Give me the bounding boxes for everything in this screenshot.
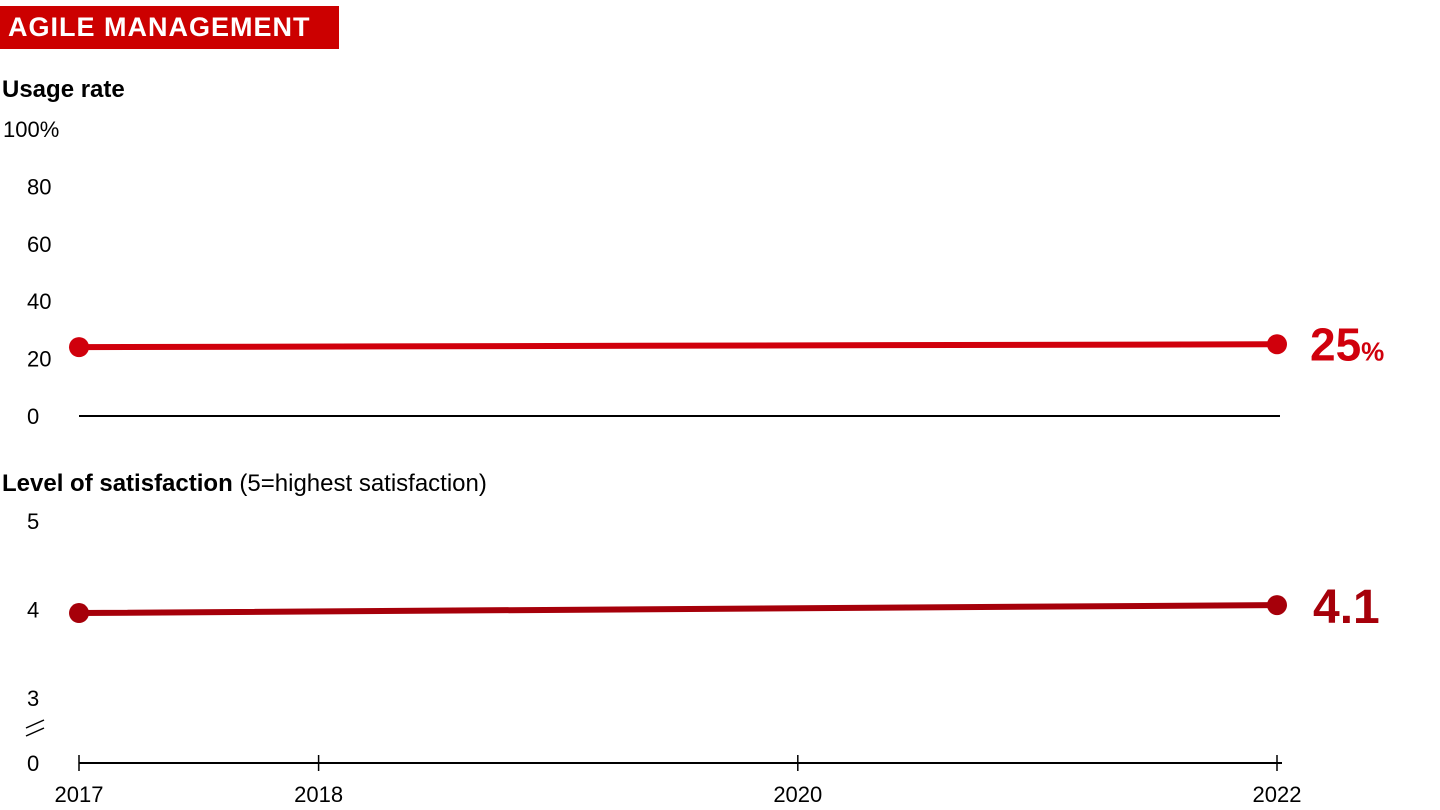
satisfaction-baseline-label: 0 — [27, 751, 39, 776]
usage-point — [1267, 334, 1287, 355]
satisfaction-chart-subtitle: (5=highest satisfaction) — [239, 470, 487, 497]
x-tick-label: 2017 — [55, 782, 104, 807]
x-tick-label: 2020 — [773, 782, 822, 807]
satisfaction-ytick-label: 3 — [27, 686, 39, 711]
usage-ytick-label: 80 — [27, 174, 51, 199]
x-tick-label: 2022 — [1253, 782, 1302, 807]
usage-end-value-unit: % — [1361, 336, 1384, 366]
satisfaction-series-line — [76, 602, 1280, 617]
usage-ytick-label: 0 — [27, 404, 39, 429]
satisfaction-end-value: 4.1 — [1313, 581, 1380, 634]
usage-series-line — [76, 341, 1280, 351]
usage-chart-title: Usage rate — [2, 76, 125, 104]
satisfaction-chart-title: Level of satisfaction (5=highest satisfa… — [2, 470, 487, 498]
usage-point — [69, 337, 89, 358]
axis-break-mark — [25, 727, 45, 737]
satisfaction-point — [1267, 595, 1287, 616]
usage-ytick-label: 40 — [27, 289, 51, 314]
x-tick-label: 2018 — [294, 782, 343, 807]
usage-ytick-label: 100% — [3, 117, 59, 142]
satisfaction-chart-title-text: Level of satisfaction — [2, 470, 233, 497]
axis-break-mark — [25, 719, 45, 729]
usage-ytick-label: 60 — [27, 232, 51, 257]
satisfaction-point — [69, 603, 89, 624]
satisfaction-ytick-label: 4 — [27, 598, 39, 623]
usage-end-value: 25% — [1310, 318, 1384, 370]
satisfaction-ytick-label: 5 — [27, 509, 39, 534]
section-tag: AGILE MANAGEMENT — [0, 6, 339, 49]
usage-ytick-label: 20 — [27, 347, 51, 372]
usage-chart-title-text: Usage rate — [2, 76, 125, 103]
